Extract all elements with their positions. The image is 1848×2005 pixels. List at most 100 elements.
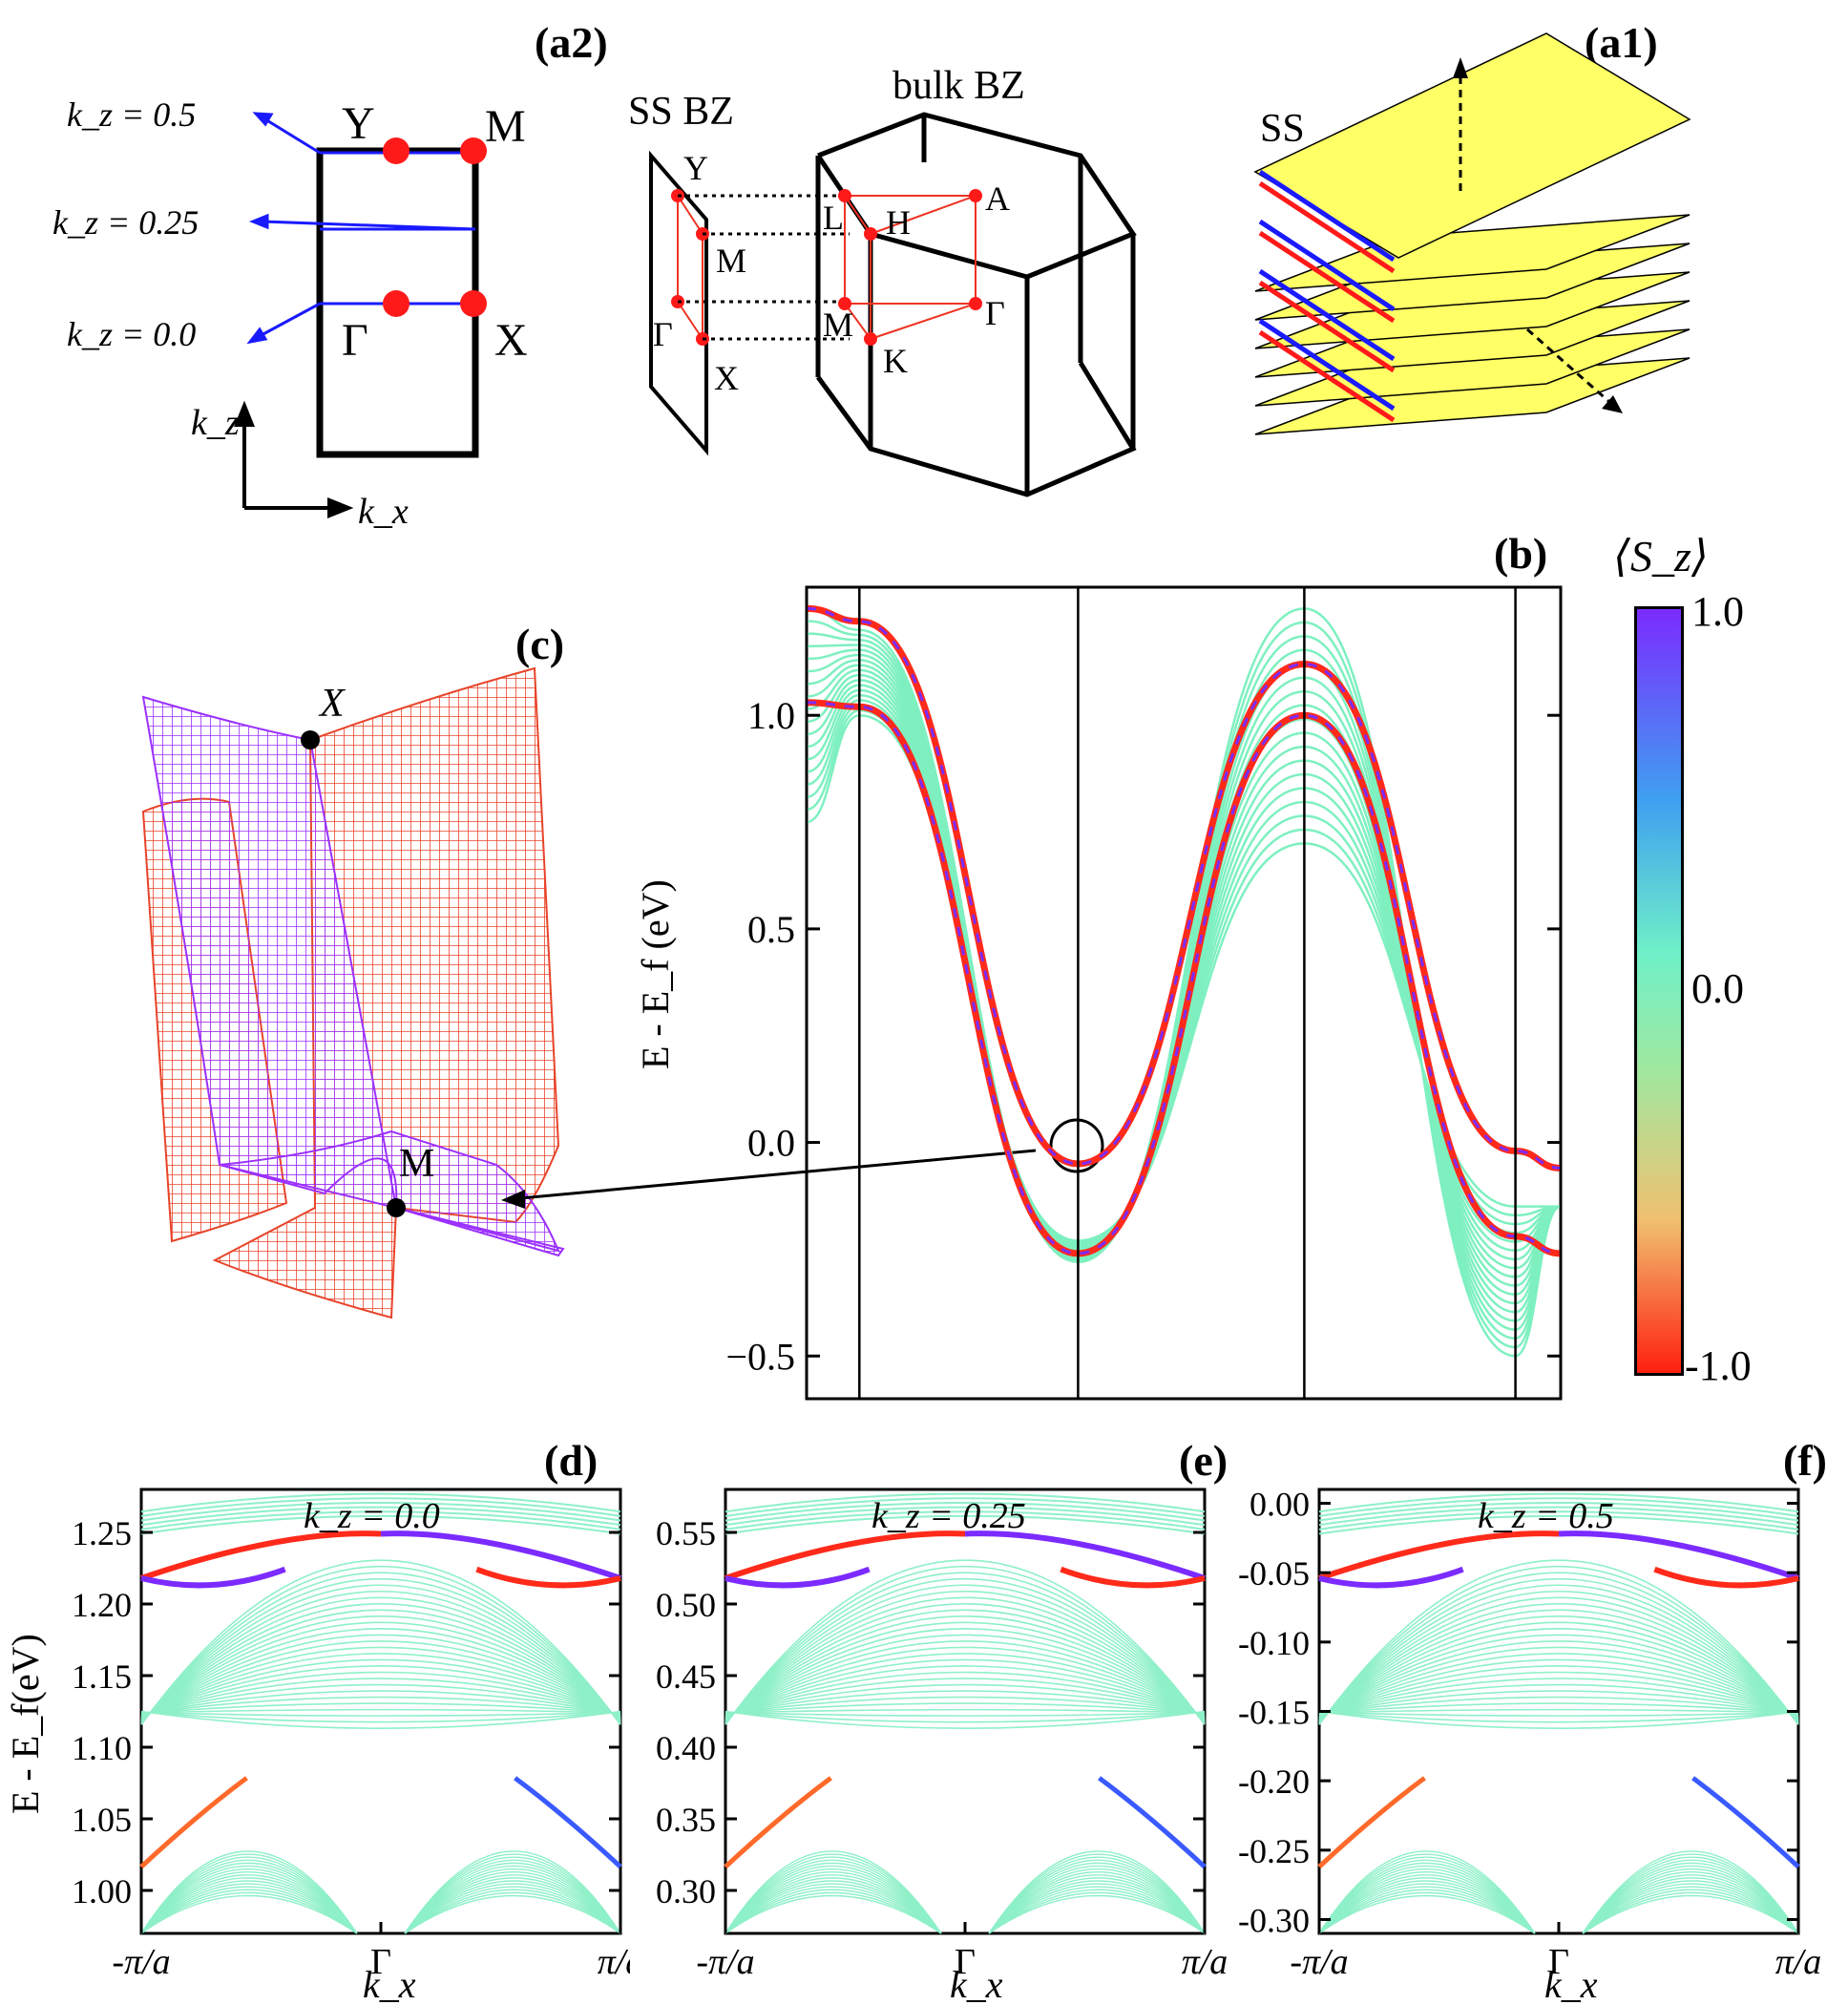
d-bulk-band [140, 1559, 621, 1725]
e-bulk-band [724, 1590, 1206, 1723]
d-bulk-band [140, 1566, 621, 1725]
e-bulk-band [724, 1640, 1206, 1720]
panel-b-chart: (b) 1.0 0.5 0.0 −0.5 Γ X M Γ Y M E - E_f (eV) [634, 535, 1565, 1413]
e-low-band-right [988, 1853, 1206, 1934]
panel-f-chart: (f) 0.00 -0.05 -0.10 -0.15 -0.20 -0.25 -0.30 -… [1238, 1436, 1827, 2005]
d-top-band [140, 1506, 621, 1527]
b-band-surface-purple-lower [806, 701, 1562, 1256]
f-low-band-left [1318, 1894, 1536, 1934]
d-bulk-band [140, 1646, 621, 1719]
d-bulk-band [140, 1678, 621, 1717]
e-xtick-label: -π/a [696, 1942, 754, 1982]
d-surface-purple-right [380, 1530, 621, 1581]
d-low-band-left [140, 1862, 358, 1934]
e-low-band-left [724, 1874, 942, 1934]
f-low-band-left [1318, 1883, 1536, 1934]
f-top-band [1318, 1510, 1799, 1530]
e-low-band-left [724, 1859, 942, 1934]
e-surface-red-left [724, 1530, 966, 1581]
d-low-band-right [404, 1859, 621, 1934]
e-low-band-right [988, 1886, 1206, 1934]
d-surface-low-left [139, 1776, 248, 1869]
colorbar-tick-top: 1.0 [1691, 588, 1744, 635]
e-low-band-left [724, 1891, 942, 1934]
e-low-band-right [988, 1859, 1206, 1934]
f-low-band-left [1318, 1891, 1536, 1934]
c-label-M: M [399, 1142, 434, 1186]
panel-label-a1: (a1) [1585, 18, 1658, 67]
f-low-band-right [1582, 1880, 1799, 1934]
d-bulk-band [140, 1640, 621, 1720]
e-bulk-band [724, 1671, 1206, 1717]
f-top-band [1318, 1501, 1799, 1522]
f-low-band-right [1582, 1886, 1799, 1934]
e-bulk-band [724, 1708, 1206, 1714]
f-bulk-band [1318, 1653, 1799, 1719]
d-bulk-band [140, 1609, 621, 1721]
f-bulk-band [1318, 1711, 1799, 1717]
e-bulk-band [724, 1572, 1206, 1724]
d-xtick-label: π/a [598, 1942, 630, 1982]
e-bulk-band [724, 1702, 1206, 1715]
e-low-band-left [724, 1870, 942, 1934]
b-xtick-label: Γ [1292, 1409, 1316, 1413]
d-bulk-band [140, 1634, 621, 1720]
d-xtick-label: Γ [370, 1942, 391, 1982]
f-low-band-right [1582, 1856, 1799, 1934]
e-bulk-band [724, 1711, 1206, 1717]
f-ytick-label: 0.00 [1250, 1486, 1310, 1524]
e-low-band-left [724, 1894, 942, 1934]
f-bulk-band [1318, 1690, 1799, 1716]
d-low-band-right [404, 1891, 621, 1934]
e-bulk-band [724, 1602, 1206, 1722]
d-low-band-right [404, 1868, 621, 1934]
d-bulk-band [140, 1572, 621, 1724]
e-low-band-left [724, 1853, 942, 1934]
d-surface-low-right [514, 1776, 622, 1869]
b-band-surface-purple [806, 606, 1562, 1170]
a2-kz025-label: k_z = 0.25 [52, 203, 199, 242]
d-ytick-label: 1.25 [72, 1514, 132, 1552]
f-top-band [1318, 1514, 1799, 1535]
e-low-band-right [988, 1868, 1206, 1934]
d-ytick-label: 1.20 [72, 1586, 132, 1624]
e-low-band-right [988, 1850, 1206, 1934]
f-low-band-left [1318, 1850, 1536, 1934]
panel-d-chart: (d) 1.25 1.20 1.15 1.10 1.05 1.00 -π/a Γπ/a k_… [4, 1436, 630, 2005]
e-bulk-band [724, 1678, 1206, 1717]
a2-label-M: M [485, 101, 526, 152]
e-low-band-left [724, 1850, 942, 1934]
f-low-band-right [1582, 1862, 1799, 1934]
d-low-band-left [140, 1880, 358, 1934]
e-ytick-label: 0.55 [656, 1514, 716, 1552]
d-low-band-right [404, 1880, 621, 1934]
d-surface-red-right [475, 1566, 621, 1589]
f-low-band-right [1582, 1883, 1799, 1934]
d-bulk-band [140, 1710, 621, 1729]
f-bulk-band [1318, 1658, 1799, 1718]
f-yticks: 0.00 -0.05 -0.10 -0.15 -0.20 -0.25 -0.30 [1238, 1486, 1798, 1939]
panel-label-a2: (a2) [535, 18, 608, 67]
f-low-band-right [1582, 1877, 1799, 1934]
d-low-band-right [404, 1856, 621, 1934]
ss-bz-plane [649, 150, 708, 456]
a1-arrowhead-up [1453, 57, 1468, 78]
f-low-band-left [1318, 1856, 1536, 1934]
ss-label-Gamma: Γ [653, 315, 673, 353]
d-low-band-right [404, 1889, 621, 1934]
d-low-band-left [140, 1856, 358, 1934]
e-bulk-band [724, 1665, 1206, 1718]
f-low-band-right [1582, 1894, 1799, 1934]
e-top-band [724, 1501, 1206, 1522]
d-bulk-band [140, 1665, 621, 1718]
a1-dashed-arrows [1459, 76, 1609, 403]
e-top-band [724, 1497, 1206, 1517]
f-bulk-band [1318, 1665, 1799, 1718]
d-low-band-left [140, 1853, 358, 1934]
f-low-band-right [1582, 1891, 1799, 1934]
d-bulk-band [140, 1702, 621, 1715]
d-ytick-label: 1.00 [72, 1872, 132, 1910]
f-bulk-band [1318, 1702, 1799, 1715]
c-point-X [301, 730, 320, 749]
d-low-band-right [404, 1877, 621, 1934]
